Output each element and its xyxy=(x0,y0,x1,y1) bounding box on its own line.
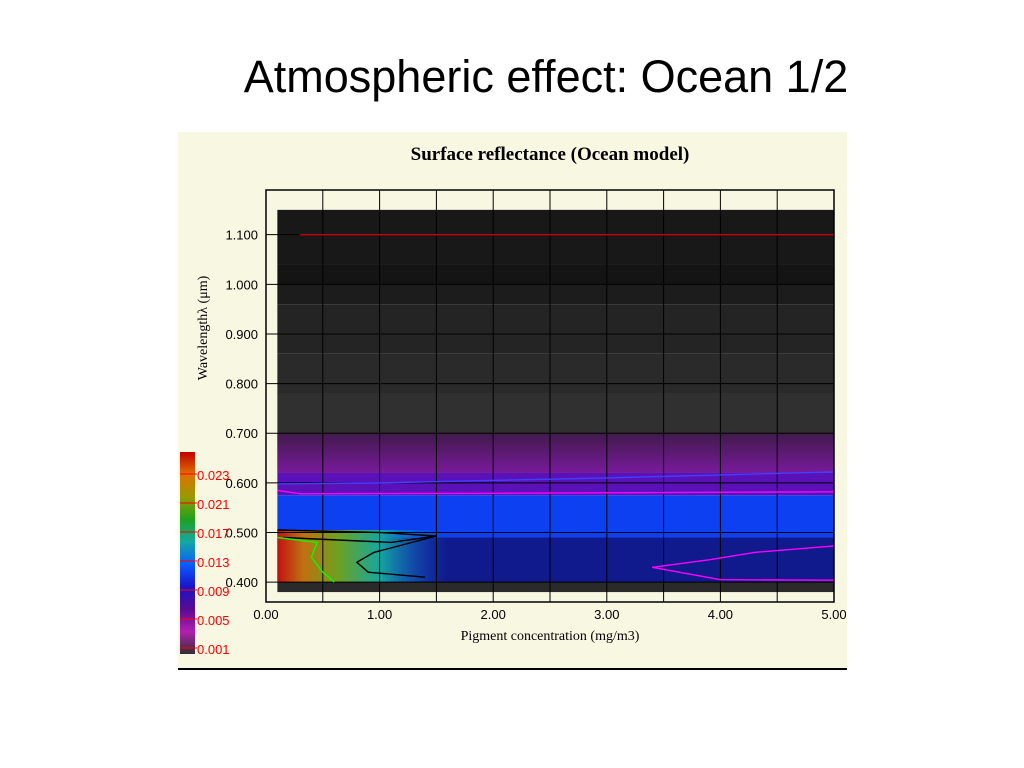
y-tick-label: 0.700 xyxy=(225,426,258,441)
colorbar-gradient xyxy=(180,452,195,654)
y-axis-ticks: 0.400 0.500 0.600 0.700 0.800 0.900 1.000 1.100 xyxy=(225,228,258,590)
figure-panel: Surface reflectance (Ocean model) 0.00 1.… xyxy=(178,132,847,670)
plot-area xyxy=(277,209,834,593)
heatmap-band xyxy=(277,209,834,265)
contour-lines xyxy=(277,234,835,583)
heatmap-band xyxy=(277,353,834,394)
contour-line xyxy=(355,535,437,578)
slide-title: Atmospheric effect: Ocean 1/2 xyxy=(243,51,849,102)
heatmap-band xyxy=(277,582,834,593)
x-tick-label: 5.00 xyxy=(821,607,846,622)
contour-line xyxy=(277,536,335,583)
contour-line xyxy=(652,545,835,568)
colorbar-label: 0.009 xyxy=(197,584,230,599)
y-tick-label: 1.100 xyxy=(225,228,258,243)
heatmap-band xyxy=(277,393,834,434)
colorbar-label: 0.021 xyxy=(197,497,230,512)
x-axis-label: Pigment concentration (mg/m3) xyxy=(461,629,640,644)
heatmap-band xyxy=(277,264,834,285)
heatmap-band xyxy=(277,433,834,473)
x-tick-label: 3.00 xyxy=(594,607,619,622)
x-axis-ticks: 0.00 1.00 2.00 3.00 4.00 5.00 xyxy=(253,607,846,622)
heatmap-band xyxy=(277,304,834,354)
colorbar-label: 0.005 xyxy=(197,613,230,628)
chart-title: Surface reflectance (Ocean model) xyxy=(411,144,690,165)
y-tick-label: 0.400 xyxy=(225,575,258,590)
y-tick-label: 0.600 xyxy=(225,476,258,491)
colorbar-label: 0.017 xyxy=(197,526,230,541)
color-scale: 0.023 0.021 0.017 0.013 0.009 0.005 0.001 xyxy=(180,452,230,657)
heatmap-band xyxy=(277,284,834,305)
y-tick-label: 0.500 xyxy=(225,526,258,541)
colorbar-label: 0.001 xyxy=(197,642,230,657)
heatmap-chart: Surface reflectance (Ocean model) 0.00 1.… xyxy=(180,144,847,657)
y-tick-label: 1.000 xyxy=(225,277,258,292)
x-tick-label: 2.00 xyxy=(481,607,506,622)
colorbar-label: 0.013 xyxy=(197,555,230,570)
contour-line xyxy=(277,471,835,485)
y-tick-label: 0.800 xyxy=(225,377,258,392)
heatmap-band xyxy=(277,472,834,496)
contour-line xyxy=(277,489,835,495)
colorbar-label: 0.023 xyxy=(197,468,230,483)
y-axis-label: Wavelengthλ (μm) xyxy=(196,275,211,380)
x-tick-label: 1.00 xyxy=(367,607,392,622)
x-tick-label: 0.00 xyxy=(253,607,278,622)
y-tick-label: 0.900 xyxy=(225,327,258,342)
plot-frame xyxy=(265,189,835,603)
x-tick-label: 4.00 xyxy=(708,607,733,622)
contour-line xyxy=(652,566,835,581)
